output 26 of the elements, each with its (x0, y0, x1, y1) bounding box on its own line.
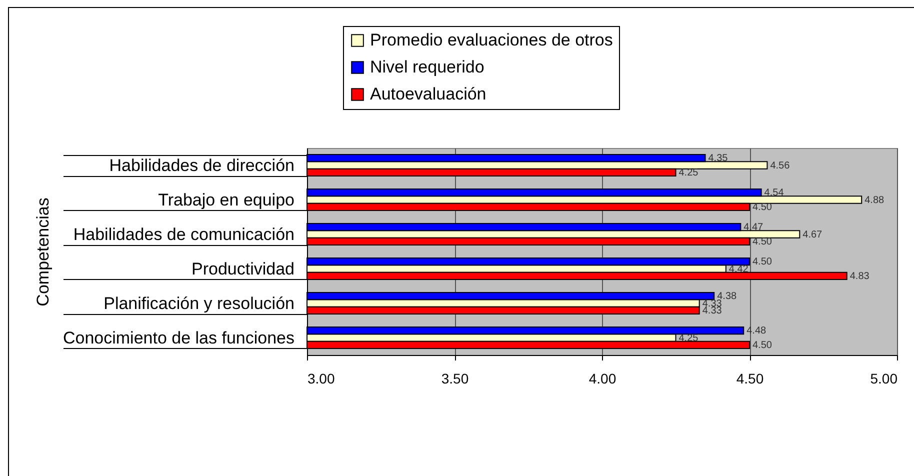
data-label: 4.25 (678, 332, 699, 344)
data-label: 4.50 (752, 340, 772, 351)
data-label: 4.50 (752, 256, 772, 268)
data-label: 4.35 (708, 153, 728, 164)
data-label: 4.33 (702, 305, 722, 316)
data-label: 4.88 (864, 194, 884, 206)
y-tick-label: Habilidades de comunicación (73, 224, 294, 244)
y-tick-label: Trabajo en equipo (158, 190, 294, 210)
data-label: 4.67 (802, 229, 823, 240)
x-tick-label: 3.00 (308, 370, 335, 386)
y-tick-label: Productividad (191, 259, 294, 278)
y-tick-label: Conocimiento de las funciones (62, 328, 294, 348)
legend-label: Nivel requerido (370, 58, 484, 76)
y-axis-title: Competencias (34, 198, 52, 306)
x-tick-label: 3.50 (441, 370, 469, 386)
legend-label: Promedio evaluaciones de otros (370, 30, 613, 50)
y-tick-label: Planificación y resolución (104, 294, 294, 313)
x-tick-label: 4.50 (736, 370, 764, 386)
y-tick-label: Habilidades de dirección (109, 156, 294, 175)
data-label: 4.42 (728, 264, 749, 275)
data-label: 4.54 (764, 188, 784, 199)
data-label: 4.56 (770, 160, 790, 172)
data-label: 4.83 (850, 270, 870, 282)
x-tick-label: 5.00 (870, 370, 898, 386)
legend-label: Autoevaluación (370, 84, 486, 104)
x-tick-label: 4.00 (588, 370, 616, 386)
